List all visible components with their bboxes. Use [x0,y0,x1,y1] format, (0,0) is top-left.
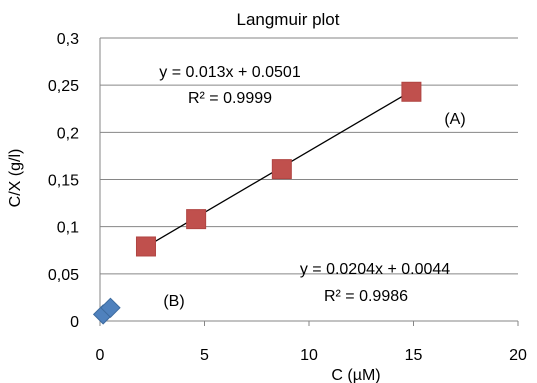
x-tick-label: 15 [405,347,423,364]
data-point-b [100,297,121,319]
y-axis-label: C/X (g/l) [7,149,24,208]
y-tick-label: 0,1 [57,220,79,237]
trendlines [100,90,412,317]
x-tick-label: 10 [300,347,318,364]
series-label-b: (B) [163,293,184,310]
trend-r2-a: R² = 0.9999 [188,90,272,107]
trend-equation-a: y = 0.013x + 0.0501 [159,64,301,81]
series-label-a: (A) [444,111,465,128]
data-point-a [401,81,422,102]
y-tick-label: 0,15 [48,173,79,190]
x-tick-label: 20 [509,347,527,364]
y-tick-label: 0,2 [57,125,79,142]
data-point-a [186,209,207,230]
gridlines [99,37,519,326]
trend-r2-b: R² = 0.9986 [324,288,408,305]
y-tick-label: 0,25 [48,78,79,95]
y-tick-label: 0,05 [48,267,79,284]
y-tick-labels: 0 0,05 0,1 0,15 0,2 0,25 0,3 [48,31,79,331]
x-axis-label: C (µM) [331,367,380,383]
data-point-a [271,159,292,180]
x-tick-labels: 0 5 10 15 20 [96,347,527,364]
x-tick-label: 0 [96,347,105,364]
x-tick-label: 5 [200,347,209,364]
chart-title: Langmuir plot [236,10,339,29]
y-tick-label: 0,3 [57,31,79,48]
data-point-a [135,236,156,257]
data-markers [92,81,422,325]
trend-equation-b: y = 0.0204x + 0.0044 [300,261,450,278]
y-tick-label: 0 [70,314,79,331]
